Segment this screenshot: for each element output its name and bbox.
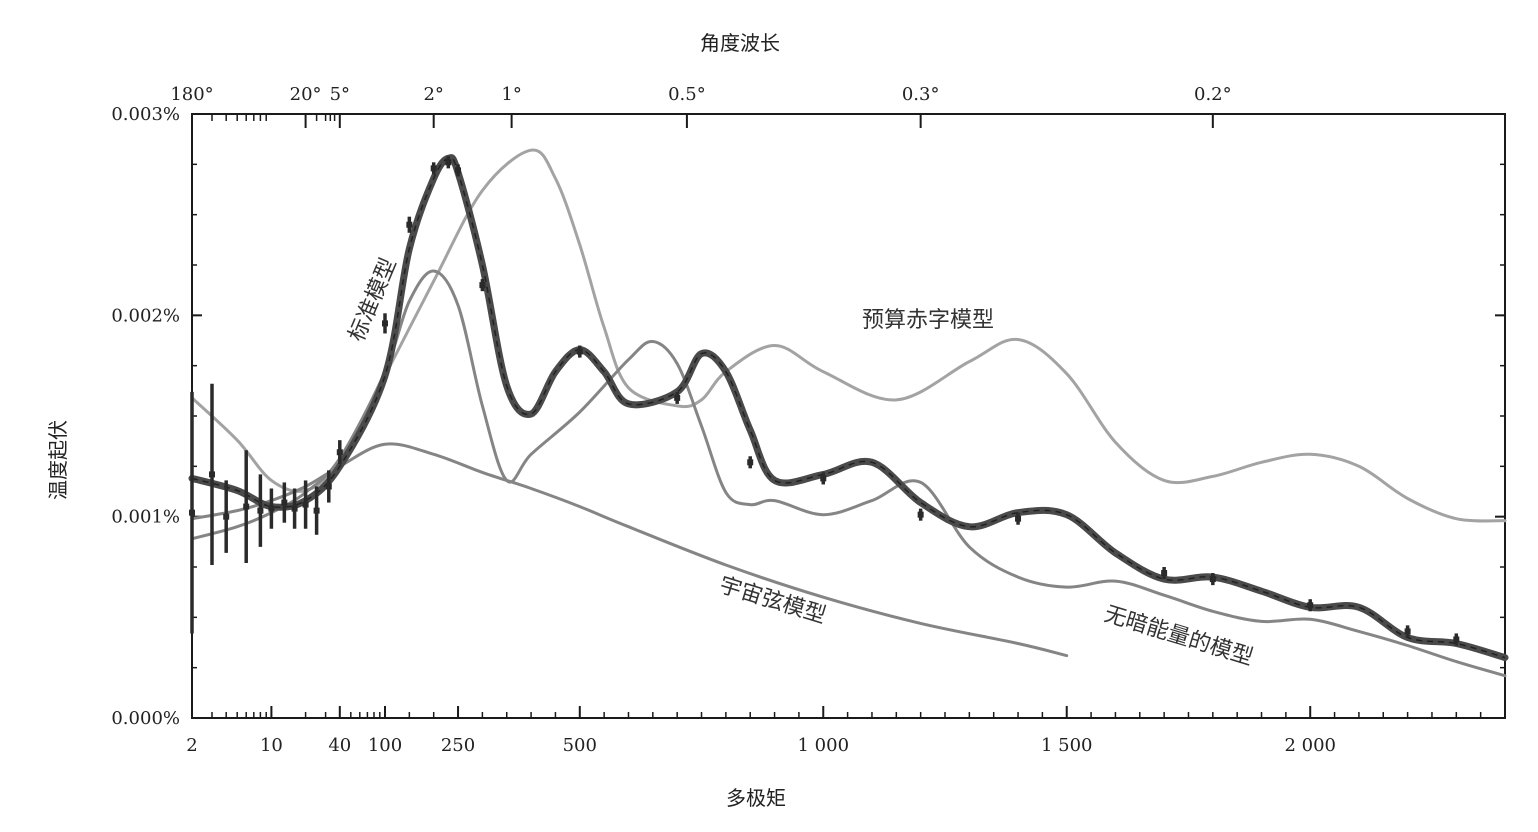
x-tick-label: 500 — [563, 735, 597, 756]
top-tick-label: 1° — [501, 84, 521, 105]
x-tick-label: 250 — [441, 735, 475, 756]
data-point — [455, 167, 462, 174]
data-point — [382, 320, 388, 327]
top-tick-label: 20° — [290, 84, 322, 105]
top-tick-label: 180° — [170, 84, 213, 105]
data-point — [430, 165, 437, 172]
data-point — [313, 507, 320, 514]
x-tick-label: 40 — [328, 735, 351, 756]
series-no-dark-energy-model — [190, 269, 1507, 678]
data-point — [223, 513, 230, 520]
axis-ticks: 0.000% 0.001% 0.002% 0.003% 2 10 40 100 250 500 1 … — [111, 84, 1506, 756]
x-tick-label: 10 — [260, 735, 283, 756]
data-point — [445, 159, 452, 166]
x-axis-title: 多极矩 — [726, 786, 786, 810]
data-point — [243, 503, 250, 510]
data-point — [325, 483, 332, 490]
data-point — [1404, 628, 1411, 635]
data-point — [479, 282, 486, 289]
annotation-no-dark-energy-model: 无暗能量的模型 — [1101, 602, 1256, 671]
data-point — [576, 348, 583, 355]
x-tick-label: 2 000 — [1284, 735, 1336, 756]
top-tick-label: 0.5° — [668, 84, 706, 105]
data-point — [281, 499, 288, 506]
data-point — [1161, 570, 1168, 577]
data-points-layer — [189, 156, 1460, 646]
top-tick-label: 2° — [423, 84, 443, 105]
y-axis-title: 温度起伏 — [46, 420, 70, 500]
x-tick-label: 2 — [186, 735, 197, 756]
top-tick-label: 0.2° — [1194, 84, 1232, 105]
x-tick-label: 1 000 — [797, 735, 849, 756]
y-tick-label: 0.003% — [111, 104, 180, 125]
data-point — [820, 475, 827, 482]
data-point — [336, 449, 343, 456]
data-point — [268, 505, 275, 512]
data-point — [674, 394, 681, 401]
y-tick-label: 0.002% — [111, 305, 180, 326]
data-point — [747, 459, 754, 466]
data-point — [291, 505, 298, 512]
data-point — [1307, 602, 1314, 609]
data-point — [209, 471, 216, 478]
top-tick-label: 0.3° — [902, 84, 940, 105]
data-point — [1453, 636, 1460, 643]
top-tick-label: 5° — [330, 84, 350, 105]
x-tick-label: 1 500 — [1041, 735, 1093, 756]
x-tick-label: 100 — [368, 735, 402, 756]
data-point — [1015, 515, 1022, 522]
series-cosmic-string-model — [190, 442, 1069, 658]
data-point — [406, 221, 413, 228]
data-point — [257, 507, 264, 514]
data-point — [1209, 576, 1216, 583]
series-standard-model-dashes — [191, 156, 1506, 659]
annotation-budget-deficit-model: 预算赤字模型 — [862, 308, 994, 333]
y-tick-label: 0.001% — [111, 507, 180, 528]
data-point — [189, 509, 195, 516]
y-tick-label: 0.000% — [111, 708, 180, 729]
plot-frame — [191, 113, 1506, 719]
series-standard-model — [188, 154, 1509, 662]
top-axis-title: 角度波长 — [700, 31, 780, 55]
series-layer — [188, 148, 1509, 678]
data-point — [302, 501, 309, 508]
data-point — [917, 511, 924, 518]
